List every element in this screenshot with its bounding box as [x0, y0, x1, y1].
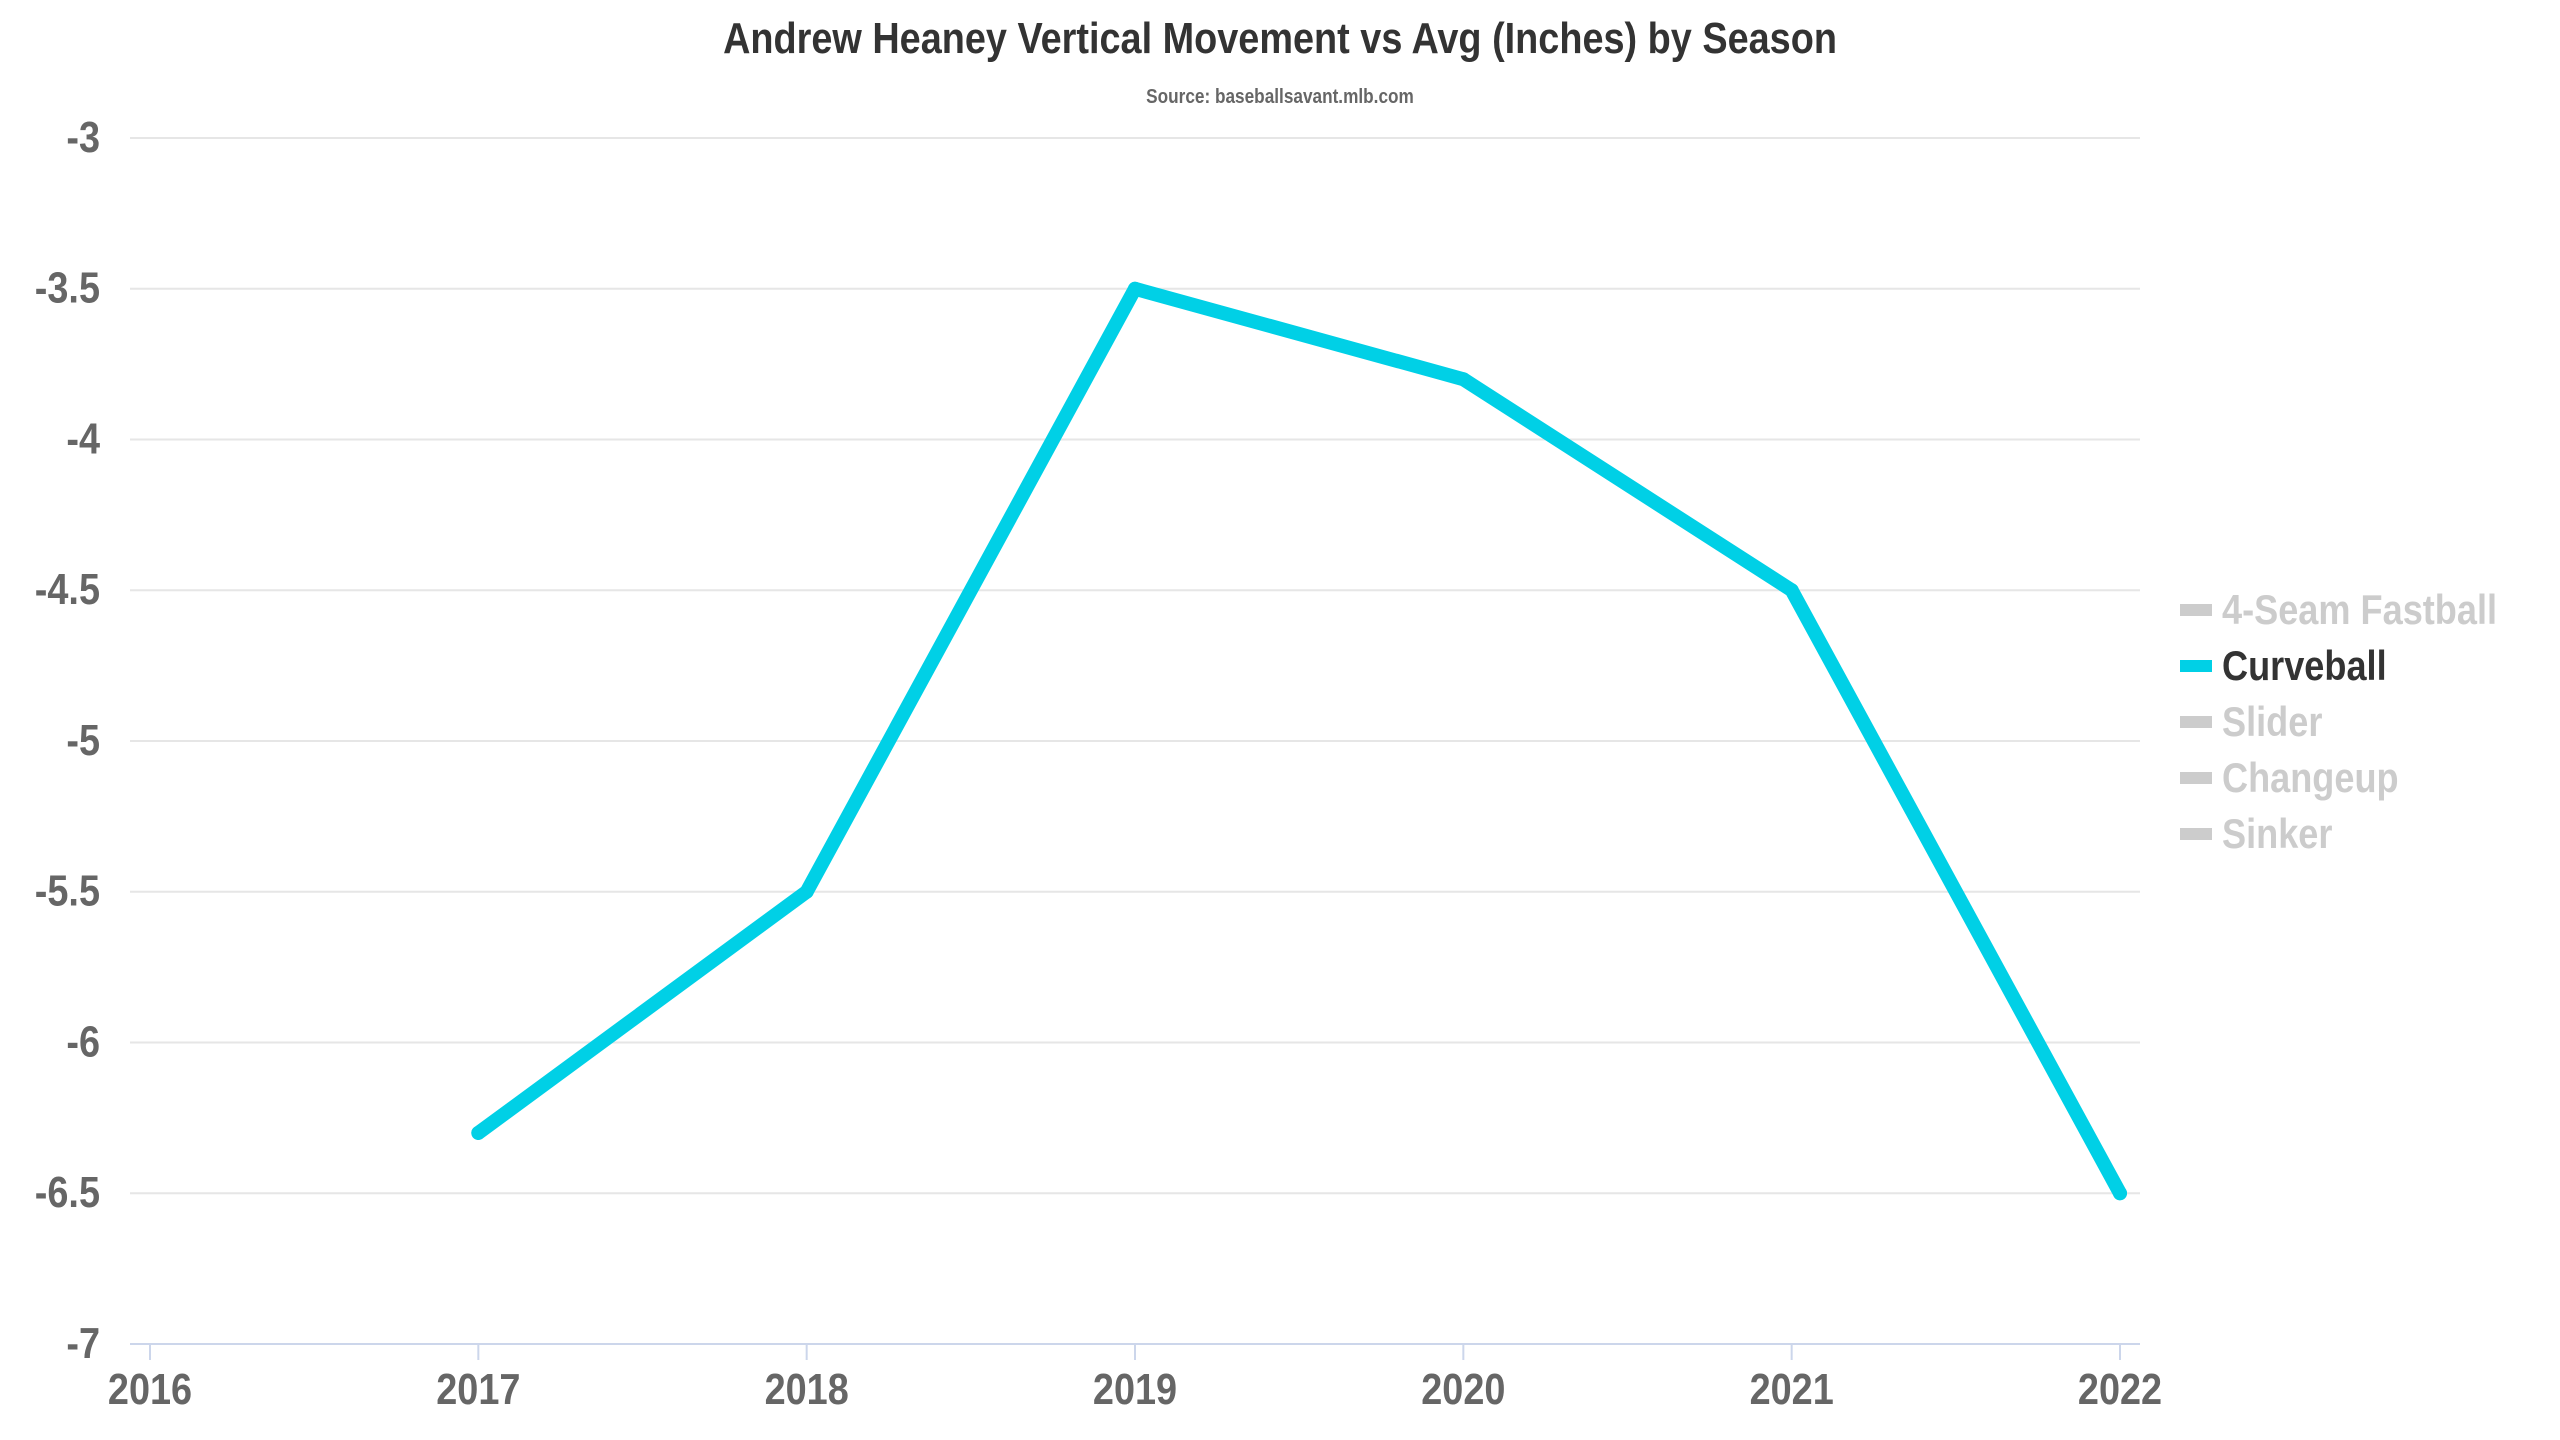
legend-label: Slider — [2222, 698, 2323, 745]
chart-subtitle: Source: baseballsavant.mlb.com — [1146, 86, 1414, 108]
y-tick-label: -4.5 — [35, 565, 100, 614]
data-point[interactable] — [1456, 372, 1471, 387]
x-tick-label: 2022 — [2078, 1364, 2162, 1413]
data-point[interactable] — [471, 1125, 486, 1140]
y-tick-label: -3.5 — [35, 263, 100, 312]
legend-item[interactable]: Changeup — [2180, 750, 2550, 806]
legend-item[interactable]: Sinker — [2180, 806, 2550, 862]
y-tick-label: -5.5 — [35, 866, 100, 915]
x-tick-label: 2021 — [1750, 1364, 1834, 1413]
y-tick-label: -4 — [66, 414, 100, 463]
legend: 4-Seam Fastball Curveball Slider Changeup Si… — [2180, 582, 2550, 862]
x-tick-label: 2019 — [1093, 1364, 1177, 1413]
y-axis-labels: -3 -3.5 -4 -4.5 -5 -5.5 -6 -6.5 -7 — [35, 112, 100, 1367]
legend-item[interactable]: Curveball — [2180, 638, 2550, 694]
x-axis — [130, 1343, 2140, 1360]
x-tick-label: 2018 — [765, 1364, 849, 1413]
x-tick-label: 2017 — [436, 1364, 520, 1413]
series-line[interactable] — [471, 281, 2127, 1201]
legend-label: Changeup — [2222, 754, 2399, 801]
data-point[interactable] — [1128, 281, 1142, 296]
x-axis-labels: 2016 2017 2018 2019 2020 2021 2022 — [108, 1364, 2162, 1413]
data-point[interactable] — [1784, 583, 1799, 598]
legend-swatch — [2180, 604, 2212, 616]
y-tick-label: -7 — [66, 1318, 100, 1367]
x-tick-label: 2016 — [108, 1364, 192, 1413]
legend-label: 4-Seam Fastball — [2222, 586, 2498, 633]
plot-series — [471, 281, 2127, 1201]
x-tick-label: 2020 — [1421, 1364, 1505, 1413]
y-tick-label: -6.5 — [35, 1168, 100, 1217]
y-tick-label: -6 — [66, 1017, 100, 1066]
legend-label: Sinker — [2222, 810, 2333, 857]
chart-title: Andrew Heaney Vertical Movement vs Avg (… — [723, 14, 1837, 63]
legend-item[interactable]: Slider — [2180, 694, 2550, 750]
legend-swatch — [2180, 828, 2212, 840]
y-tick-label: -5 — [66, 715, 100, 764]
legend-swatch — [2180, 772, 2212, 784]
legend-item[interactable]: 4-Seam Fastball — [2180, 582, 2550, 638]
legend-label: Curveball — [2222, 642, 2387, 689]
legend-swatch — [2180, 660, 2212, 672]
legend-swatch — [2180, 716, 2212, 728]
data-point[interactable] — [2113, 1186, 2127, 1201]
data-point[interactable] — [799, 884, 814, 899]
y-tick-label: -3 — [66, 112, 100, 161]
